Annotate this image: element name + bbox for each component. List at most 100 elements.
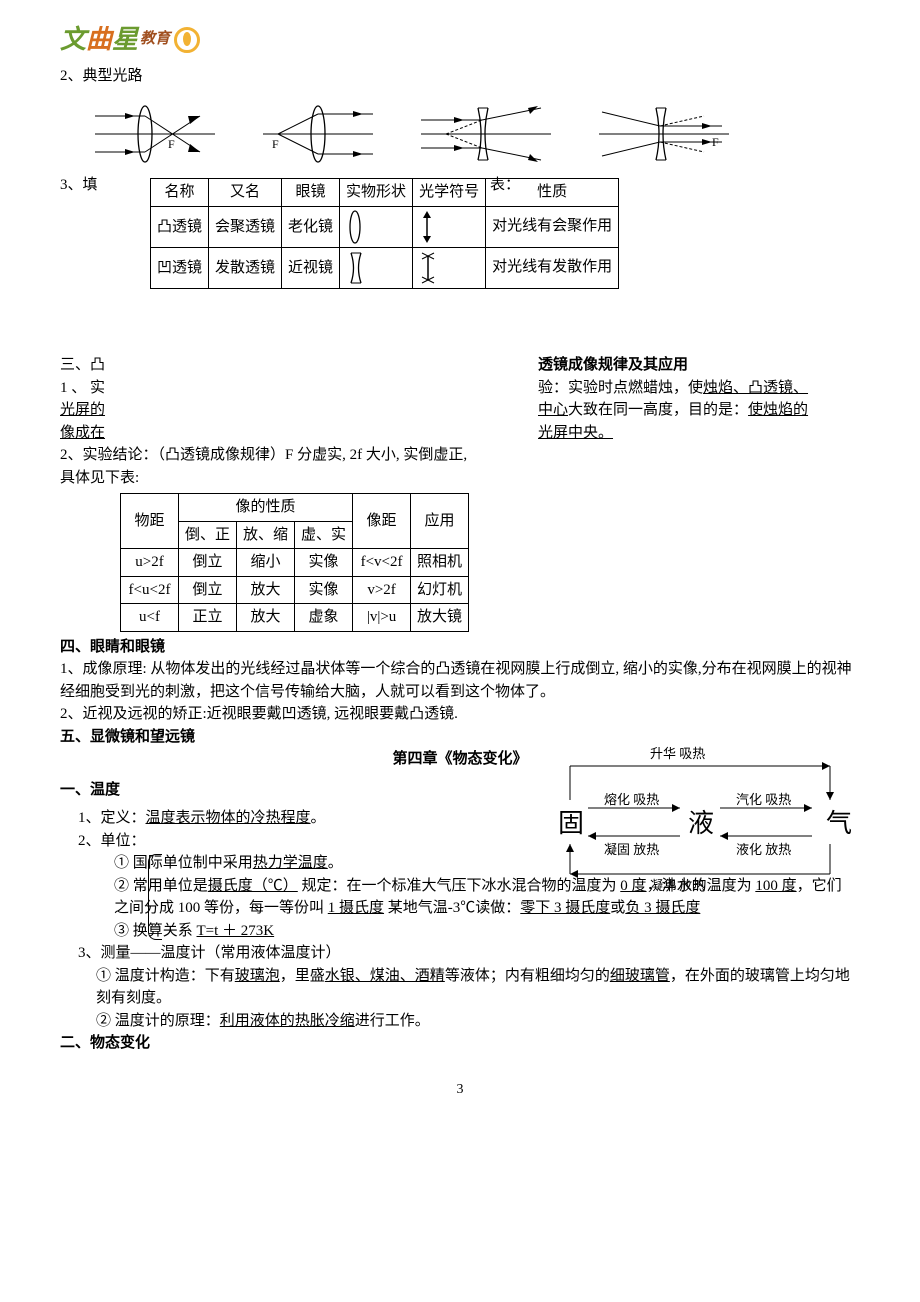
t32b: 利用液体的热胀冷缩 [220,1013,355,1029]
t2-r1c6: 照相机 [411,549,469,577]
logo-edu: 教育 [140,28,170,51]
logo-icon [174,27,200,53]
logo-xing: 星 [112,20,138,59]
t2-r2c3: 放大 [237,576,295,604]
t1-r1c3: 老化镜 [282,206,340,247]
logo-wen: 文 [60,20,86,59]
t22b: 摄氏度（℃） [208,878,298,894]
t23b: T=t ＋ 273K [197,923,275,939]
t1-r2c5 [413,247,486,288]
diagram-convex-converge: F [90,102,220,166]
t1-r2c6: 对光线有发散作用 [486,247,619,288]
four-title: 四、眼睛和眼镜 [60,636,860,659]
t31c: ，里盛 [280,968,325,984]
three-r3b: 大致在同一高度，目的是： [568,402,748,418]
diagram-concave-1 [416,102,556,166]
t22h: 1 摄氏度 [328,900,384,916]
exp-l2: 具体见下表: [60,467,860,490]
three-r3a: 中心 [538,402,568,418]
t1-r2c2: 发散透镜 [209,247,282,288]
t1-h1: 名称 [151,179,209,207]
three-r3c: 使烛焰的 [748,402,808,418]
t2-h2b: 放、缩 [237,521,295,549]
state-solid: 固 [558,804,584,843]
three-l4: 像成在 [60,422,118,445]
t31e: 等液体；内有粗细均匀的 [445,968,610,984]
t1-r2c4 [340,247,413,288]
t2-r2c5: v>2f [353,576,411,604]
t1-r1c4 [340,206,413,247]
t21b: 热力学温度 [253,855,328,871]
optical-diagrams: F F F [90,102,860,166]
t2-r3c6: 放大镜 [411,604,469,632]
three-l1: 三、凸 [60,354,118,377]
t1-h6: 性质 [486,179,619,207]
logo-qu: 曲 [86,20,112,59]
t2-h2a: 倒、正 [179,521,237,549]
t2-h2c: 虚、实 [295,521,353,549]
t21c: 。 [328,855,343,871]
t22l: 负 3 摄氏度 [625,900,700,916]
t22j: 零下 3 摄氏度 [520,900,610,916]
t2-r2c4: 实像 [295,576,353,604]
p-l3: 汽化 吸热 [736,790,791,810]
t2-h1: 物距 [121,494,179,549]
p-l1: 升华 吸热 [650,744,705,764]
t2-r3c4: 虚象 [295,604,353,632]
imaging-table: 物距 像的性质 像距 应用 倒、正 放、缩 虚、实 u>2f 倒立 缩小 实像 … [120,493,469,632]
t2-r2c6: 幻灯机 [411,576,469,604]
t1-r1c1: 凸透镜 [151,206,209,247]
t2-h2: 像的性质 [179,494,353,522]
t22c: 规定：在一个标准大气压下冰水混合物的温度为 [298,878,621,894]
four-p2: 2、近视及远视的矫正:近视眼要戴凹透镜, 远视眼要戴凸透镜. [60,703,860,726]
state-gas: 气 [826,804,852,843]
t2-h3: 像距 [353,494,411,549]
t2-r3c3: 放大 [237,604,295,632]
four-p1: 1、成像原理: 从物体发出的光线经过晶状体等一个综合的凸透镜在视网膜上行成倒立,… [60,658,860,703]
svg-text:F: F [168,137,175,151]
t31f: 细玻璃管 [610,968,670,984]
logo: 文 曲 星 教育 [60,20,860,59]
t31a: ① 温度计构造：下有 [96,968,235,984]
t2-r1c3: 缩小 [237,549,295,577]
two-title: 二、物态变化 [60,1032,860,1055]
t31b: 玻璃泡 [235,968,280,984]
five-title: 五、显微镜和望远镜 [60,726,860,749]
t32a: ② 温度计的原理： [96,1013,220,1029]
page-number: 3 [60,1079,860,1100]
t1-h3: 眼镜 [282,179,340,207]
diagram-concave-2: F [594,102,734,166]
t1-r1c6: 对光线有会聚作用 [486,206,619,247]
temp-p1a: 1、定义： [78,810,146,826]
t2-r3c1: u<f [121,604,179,632]
t1-r2c3: 近视镜 [282,247,340,288]
t1-r1c2: 会聚透镜 [209,206,282,247]
diagram-convex-focus: F [258,102,378,166]
three-r2a: 验：实验时点燃蜡烛，使 [538,380,703,396]
t2-r3c2: 正立 [179,604,237,632]
t2-r3c5: |v|>u [353,604,411,632]
t2-r1c5: f<v<2f [353,549,411,577]
t2-r1c2: 倒立 [179,549,237,577]
exp-l1: 2、实验结论：（凸透镜成像规律）F 分虚实, 2f 大小, 实倒虚正, [60,444,860,467]
state-liquid: 液 [688,804,714,843]
temp-p1b: 温度表示物体的冷热程度 [146,810,311,826]
t22f: 100 度 [755,878,796,894]
svg-text:F: F [712,135,719,149]
section-2-title: 2、典型光路 [60,65,860,88]
t2-r1c1: u>2f [121,549,179,577]
t1-r2c1: 凹透镜 [151,247,209,288]
three-l3: 光屏的 [60,399,118,422]
temp-p1c: 。 [311,810,326,826]
t22k: 或 [610,900,625,916]
p-l2: 熔化 吸热 [604,790,659,810]
t22d: 0 度 [620,878,646,894]
t21a: ① 国际单位制中采用 [114,855,253,871]
three-r2b: 烛焰、凸透镜、 [703,380,808,396]
three-l2: 1 、 实 [60,377,118,400]
t1-h4: 实物形状 [340,179,413,207]
three-r1: 透镜成像规律及其应用 [538,354,688,377]
t2-r2c2: 倒立 [179,576,237,604]
t31d: 水银、煤油、酒精 [325,968,445,984]
t32c: 进行工作。 [355,1013,430,1029]
